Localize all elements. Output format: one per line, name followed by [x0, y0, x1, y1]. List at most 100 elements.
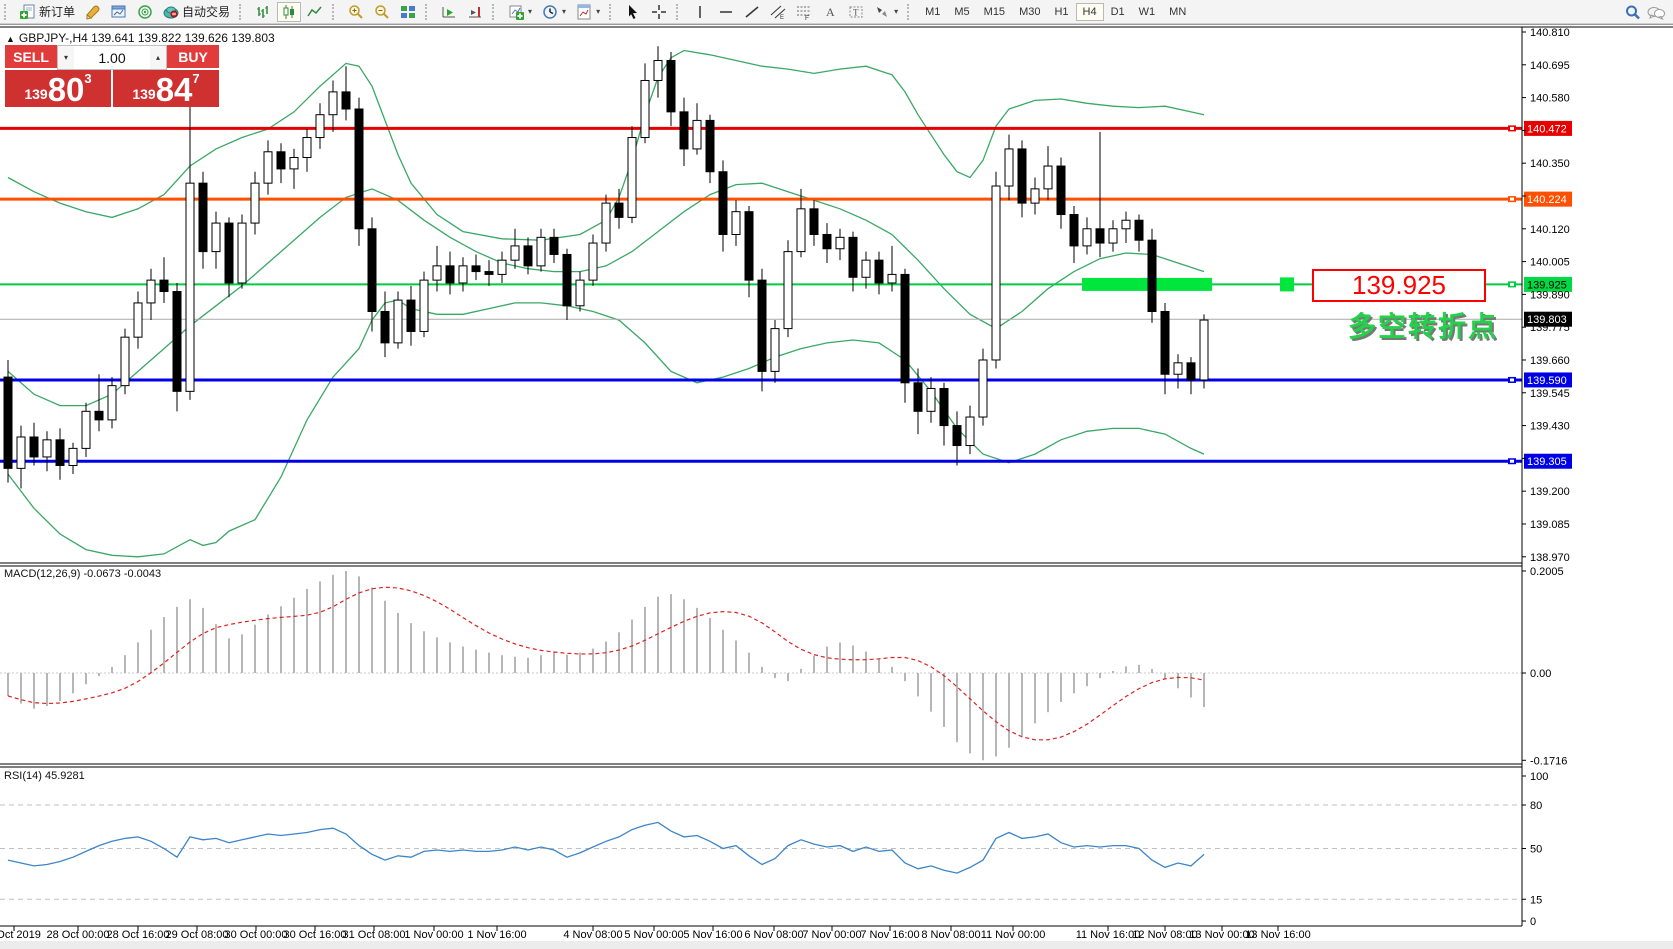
svg-text:31 Oct 08:00: 31 Oct 08:00 — [343, 929, 406, 941]
toolbar-group-handle[interactable] — [332, 3, 339, 20]
text-icon: A — [822, 4, 838, 20]
crosshair-icon — [651, 4, 667, 20]
bar-chart-button[interactable] — [251, 2, 275, 22]
svg-text:138.970: 138.970 — [1530, 552, 1570, 564]
svg-text:139.590: 139.590 — [1527, 375, 1567, 387]
rsi-label: RSI(14) 45.9281 — [4, 770, 85, 782]
toolbar-group-handle[interactable] — [425, 3, 432, 20]
toolbar-group-handle[interactable] — [907, 3, 914, 20]
toolbar-group-handle[interactable] — [676, 3, 683, 20]
sell-price[interactable]: 139 80 3 — [5, 70, 113, 107]
svg-text:28 Oct 16:00: 28 Oct 16:00 — [107, 929, 170, 941]
toolbar-group-handle[interactable] — [609, 3, 616, 20]
svg-text:139.305: 139.305 — [1527, 456, 1567, 468]
toolbar-drag-handle[interactable] — [4, 3, 11, 20]
cursor-button[interactable] — [621, 2, 645, 22]
new-order-button[interactable]: 新订单 — [16, 2, 79, 22]
dropdown-caret: ▾ — [528, 7, 533, 16]
volume-stepper: ▾ ▴ — [57, 45, 167, 70]
sell-button[interactable]: SELL — [5, 45, 57, 70]
svg-text:5 Nov 16:00: 5 Nov 16:00 — [683, 929, 742, 941]
svg-text:11 Nov 16:00: 11 Nov 16:00 — [1076, 929, 1141, 941]
fibonacci-button[interactable]: F — [792, 2, 816, 22]
zoom-in-button[interactable] — [344, 2, 368, 22]
svg-text:140.810: 140.810 — [1530, 27, 1570, 39]
price-axis[interactable]: 140.472 140.224 139.925 139.590 139.305 139.8… — [0, 26, 1673, 928]
line-chart-button[interactable] — [303, 2, 327, 22]
horizontal-line-button[interactable] — [714, 2, 738, 22]
zoom-out-icon — [374, 4, 390, 20]
auto-scroll-button[interactable] — [437, 2, 461, 22]
text-button[interactable]: A — [818, 2, 842, 22]
zoom-out-button[interactable] — [370, 2, 394, 22]
profile-icon — [85, 4, 101, 20]
svg-text:T: T — [853, 7, 859, 17]
crosshair-button[interactable] — [647, 2, 671, 22]
text-label-button[interactable]: T — [844, 2, 868, 22]
price-callout-box: 139.925 — [1312, 269, 1486, 302]
timeframe-M15[interactable]: M15 — [977, 3, 1012, 21]
candlestick-icon — [281, 4, 297, 20]
vertical-line-button[interactable] — [688, 2, 712, 22]
signals-button[interactable] — [133, 2, 157, 22]
chart-shift-button[interactable] — [463, 2, 487, 22]
svg-text:139.925: 139.925 — [1527, 279, 1567, 291]
svg-text:7 Nov 00:00: 7 Nov 00:00 — [802, 929, 861, 941]
profile-button[interactable] — [81, 2, 105, 22]
arrows-button[interactable]: ▾ — [870, 2, 902, 22]
line-chart-icon — [307, 4, 323, 20]
volume-input[interactable] — [74, 46, 150, 69]
periods-button[interactable]: ▾ — [538, 2, 570, 22]
timeframe-M1[interactable]: M1 — [918, 3, 947, 21]
toolbar-group-handle[interactable] — [239, 3, 246, 20]
svg-text:140.005: 140.005 — [1530, 257, 1570, 269]
timeframe-W1[interactable]: W1 — [1132, 3, 1163, 21]
timeframe-M5[interactable]: M5 — [947, 3, 976, 21]
chart-window-icon — [111, 4, 127, 20]
svg-text:140.695: 140.695 — [1530, 60, 1570, 72]
buy-button[interactable]: BUY — [167, 45, 219, 70]
chart-area[interactable]: 140.472 140.224 139.925 139.590 139.305 139.8… — [0, 24, 1673, 942]
search-icon[interactable] — [1625, 5, 1640, 19]
autotrade-label: 自动交易 — [182, 5, 231, 19]
svg-text:8 Nov 08:00: 8 Nov 08:00 — [921, 929, 980, 941]
indicators-button[interactable]: ▾ — [504, 2, 536, 22]
timeframe-M30[interactable]: M30 — [1012, 3, 1047, 21]
candlestick-button[interactable] — [277, 1, 302, 22]
arrows-icon — [874, 4, 890, 20]
tile-windows-button[interactable] — [396, 2, 420, 22]
text-label-icon: T — [848, 4, 864, 20]
timeframe-group: M1 M5 M15 M30 H1 H4 D1 W1 MN — [918, 2, 1193, 21]
turning-point-annotation: 多空转折点 — [1348, 311, 1499, 342]
timeframe-MN[interactable]: MN — [1162, 3, 1193, 21]
trade-panel-toggle[interactable]: ▲ — [6, 34, 15, 44]
timeframe-H1[interactable]: H1 — [1047, 3, 1075, 21]
svg-text:7 Nov 16:00: 7 Nov 16:00 — [860, 929, 919, 941]
svg-text:0.00: 0.00 — [1530, 668, 1551, 680]
timeframe-D1[interactable]: D1 — [1104, 3, 1132, 21]
toolbar-group-handle[interactable] — [492, 3, 499, 20]
svg-text:5 Oct 2019: 5 Oct 2019 — [0, 929, 41, 941]
new-chart-button[interactable] — [107, 2, 131, 22]
volume-increase-button[interactable]: ▴ — [150, 46, 166, 69]
timeframe-H4[interactable]: H4 — [1075, 3, 1104, 21]
volume-decrease-button[interactable]: ▾ — [58, 46, 74, 69]
channel-icon: E — [770, 4, 786, 21]
trendline-button[interactable] — [740, 2, 764, 22]
svg-text:139.430: 139.430 — [1530, 421, 1570, 433]
chart-canvas[interactable]: 140.472 140.224 139.925 139.590 139.305 139.8… — [0, 25, 1673, 942]
cursor-icon — [625, 4, 641, 20]
tile-windows-icon — [400, 4, 416, 20]
chart-title: ▲ GBPJPY-,H4 139.641 139.822 139.626 139.… — [6, 31, 275, 45]
svg-text:140.472: 140.472 — [1527, 123, 1567, 135]
autotrade-button[interactable]: 自动交易 — [159, 2, 234, 22]
zoom-in-icon — [348, 4, 364, 20]
svg-text:1 Nov 16:00: 1 Nov 16:00 — [467, 929, 526, 941]
svg-text:139.085: 139.085 — [1530, 519, 1570, 531]
equidistant-channel-button[interactable]: E — [766, 2, 790, 22]
templates-button[interactable]: ▾ — [572, 2, 604, 22]
buy-price[interactable]: 139 84 7 — [113, 70, 219, 107]
chat-icon[interactable] — [1647, 5, 1665, 20]
chart-shift-icon — [467, 4, 483, 20]
